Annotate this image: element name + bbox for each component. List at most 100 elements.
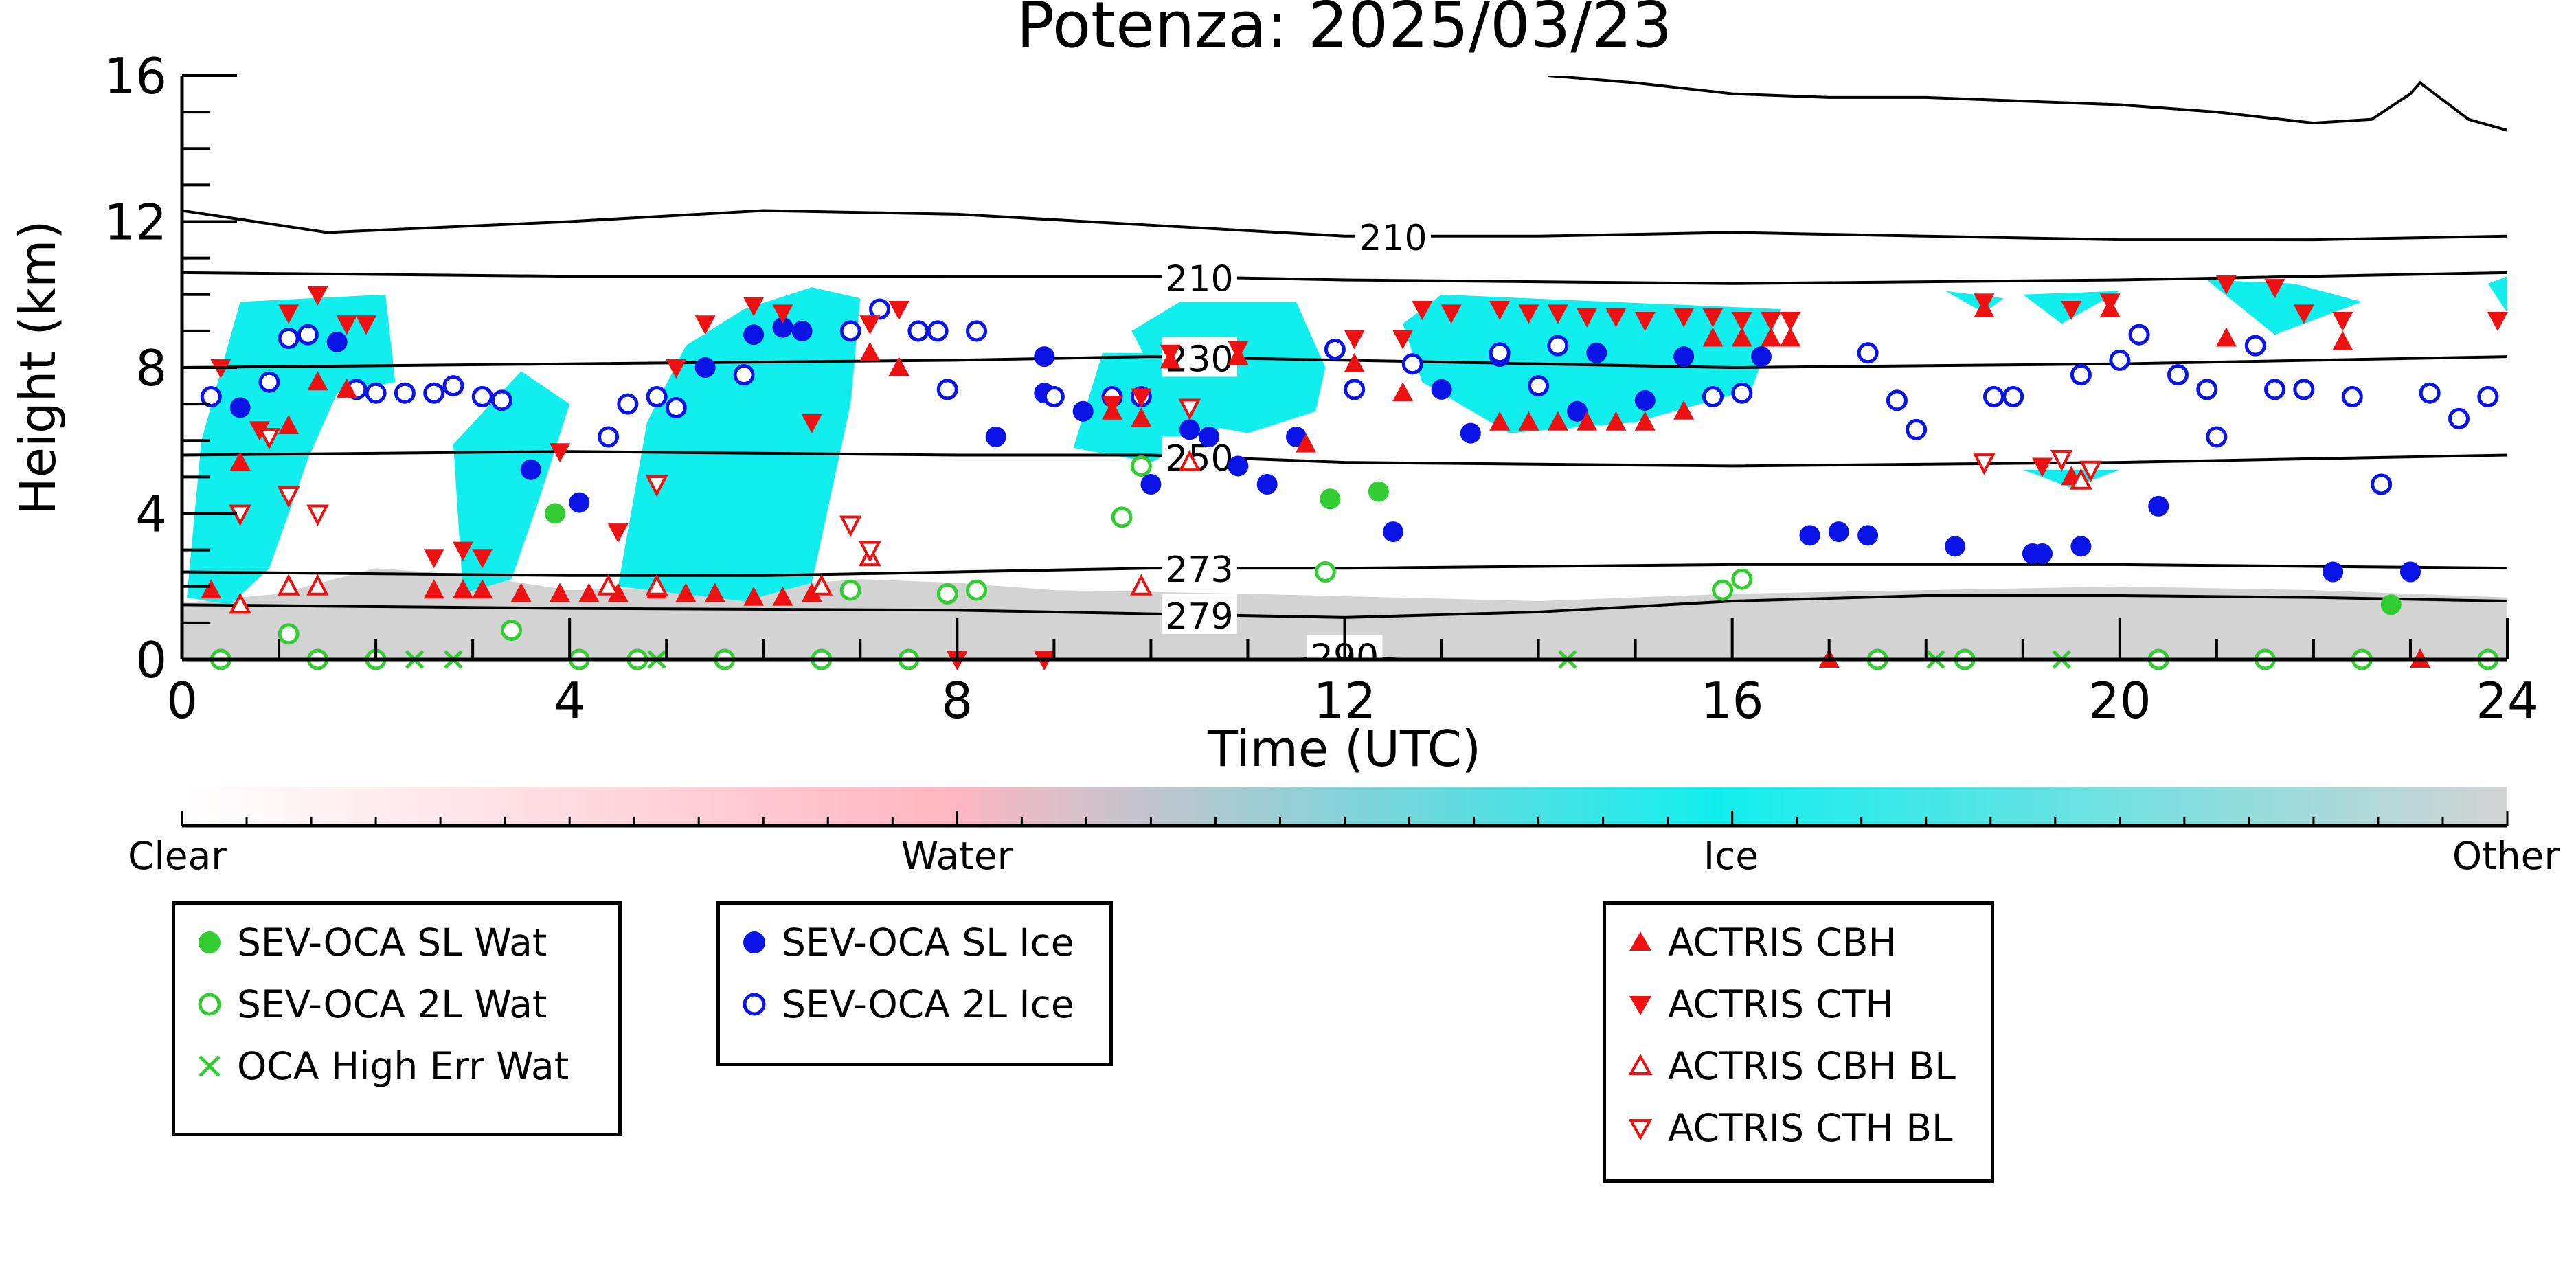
- sev-oca-sl-ice-marker: [229, 397, 251, 418]
- actris-cbh-marker: [423, 579, 444, 599]
- actris-cbh-bl-marker: [810, 574, 833, 596]
- sev-oca-2l-ice-marker: [471, 386, 493, 407]
- legend-item-actris-cth-bl: ACTRIS CTH BL: [1620, 1104, 1953, 1152]
- sev-oca-2l-wat-marker: [278, 623, 300, 645]
- sev-oca-sl-ice-marker: [743, 324, 765, 346]
- sev-oca-sl-ice-marker: [1799, 525, 1820, 546]
- sev-oca-2l-ice-marker: [442, 375, 464, 397]
- colorbar-label-ice: Ice: [1704, 834, 1759, 878]
- open-circle-icon: [198, 993, 221, 1016]
- sev-oca-2l-ice-marker: [733, 364, 755, 386]
- sev-oca-2l-ice-marker: [490, 389, 512, 411]
- sev-oca-2l-ice-marker: [927, 320, 949, 342]
- sev-oca-2l-ice-marker: [1401, 353, 1423, 375]
- x-mark-icon: [199, 1055, 221, 1077]
- legend-label: SEV-OCA SL Ice: [782, 920, 1074, 964]
- sev-oca-2l-ice-marker: [1906, 418, 1928, 440]
- colorbar-label-other: Other: [2452, 834, 2560, 878]
- sev-oca-2l-ice-marker: [365, 382, 387, 404]
- sev-oca-2l-ice-marker: [278, 328, 300, 349]
- sev-oca-sl-ice-marker: [772, 317, 793, 338]
- actris-cth-marker: [2264, 279, 2285, 299]
- legend-ice: SEV-OCA SL Ice SEV-OCA 2L Ice: [716, 901, 1113, 1066]
- sev-oca-sl-ice-marker: [1750, 346, 1772, 368]
- actris-cbh-marker: [1780, 327, 1801, 347]
- actris-cbh-marker: [2332, 330, 2353, 350]
- actris-cbh-marker: [307, 371, 328, 391]
- actris-cth-marker: [453, 541, 474, 561]
- x-tick-label: 0: [166, 672, 198, 730]
- actris-cbh-bl-marker: [2070, 468, 2092, 490]
- ice-mask-region: [2206, 280, 2362, 335]
- sev-oca-2l-ice-marker: [2196, 379, 2218, 400]
- actris-cth-bl-marker: [2079, 460, 2102, 483]
- actris-cth-bl-marker: [277, 486, 300, 508]
- sev-oca-2l-ice-marker: [2341, 386, 2363, 407]
- actris-cth-bl-marker: [306, 504, 329, 526]
- isotherm-label: 279: [1165, 596, 1233, 637]
- sev-oca-2l-ice-marker: [1324, 338, 1346, 360]
- actris-cbh-marker: [743, 586, 765, 606]
- sev-oca-2l-ice-marker: [1528, 375, 1550, 397]
- isotherm-line: [182, 271, 2507, 285]
- actris-cth-marker: [278, 304, 300, 324]
- sev-oca-2l-ice-marker: [1489, 342, 1511, 364]
- actris-cbh-bl-marker: [306, 574, 329, 596]
- actris-cbh-marker: [578, 583, 600, 602]
- actris-cth-marker: [1392, 330, 1414, 350]
- sev-oca-sl-ice-marker: [1586, 342, 1607, 363]
- actris-cbh-marker: [1673, 400, 1695, 420]
- open-circle-icon: [743, 993, 766, 1016]
- actris-cbh-bl-marker: [645, 574, 668, 596]
- sev-oca-2l-wat-marker: [1314, 561, 1336, 583]
- actris-cth-marker: [1228, 341, 1249, 361]
- filled-circle-icon: [199, 931, 221, 953]
- actris-cth-marker: [307, 286, 328, 306]
- actris-cbh-marker: [704, 583, 725, 602]
- sev-oca-sl-ice-marker: [2148, 495, 2169, 517]
- sev-oca-2l-wat-marker: [1111, 506, 1133, 528]
- actris-cbh-marker: [675, 583, 697, 602]
- isotherm-line: [182, 355, 2507, 370]
- y-tick-label: 4: [135, 486, 167, 543]
- actris-cth-bl-marker: [1178, 398, 1201, 420]
- sev-oca-2l-ice-marker: [1043, 386, 1065, 407]
- sev-oca-2l-wat-marker: [1712, 579, 1734, 601]
- actris-cth-marker: [2032, 457, 2053, 477]
- actris-cth-bl-marker: [258, 427, 281, 450]
- actris-cth-bl-marker: [839, 515, 862, 537]
- sev-oca-2l-ice-marker: [2244, 335, 2266, 357]
- sev-oca-2l-ice-marker: [839, 320, 861, 342]
- actris-cth-marker: [2061, 301, 2082, 320]
- sev-oca-2l-ice-marker: [2109, 349, 2131, 371]
- legend-actris: ACTRIS CBH ACTRIS CTH ACTRIS CBH BL ACTR…: [1603, 901, 1994, 1183]
- sev-oca-sl-wat-marker: [545, 503, 566, 524]
- actris-cth-marker: [666, 359, 687, 379]
- actris-cbh-marker: [1634, 411, 1656, 431]
- sev-oca-2l-ice-marker: [200, 386, 222, 407]
- open-triangle-down-icon: [1628, 1119, 1653, 1141]
- actris-cth-marker: [336, 315, 357, 335]
- sev-oca-sl-ice-marker: [1072, 400, 1094, 422]
- sev-oca-sl-ice-marker: [985, 426, 1006, 447]
- sev-oca-2l-ice-marker: [2264, 379, 2285, 400]
- x-tick-label: 8: [941, 672, 973, 730]
- actris-cbh-marker: [1344, 352, 1365, 372]
- actris-cth-marker: [801, 414, 822, 433]
- actris-cth-marker: [1634, 311, 1656, 331]
- actris-cth-marker: [743, 297, 765, 317]
- sev-oca-sl-ice-marker: [1199, 426, 1220, 447]
- sev-oca-2l-ice-marker: [907, 320, 929, 342]
- actris-cth-bl-marker: [645, 475, 668, 497]
- sev-oca-sl-ice-marker: [2032, 543, 2053, 564]
- actris-cth-marker: [1702, 308, 1724, 328]
- open-triangle-up-icon: [1628, 1053, 1653, 1075]
- actris-cbh-marker: [1518, 411, 1539, 431]
- actris-cbh-marker: [1731, 327, 1752, 347]
- actris-cth-marker: [2487, 311, 2508, 331]
- actris-cbh-marker: [1605, 411, 1627, 431]
- actris-cbh-marker: [550, 583, 571, 602]
- legend-label: SEV-OCA 2L Ice: [782, 982, 1074, 1026]
- sev-oca-2l-ice-marker: [2128, 324, 2150, 346]
- sev-oca-2l-wat-marker: [966, 579, 988, 601]
